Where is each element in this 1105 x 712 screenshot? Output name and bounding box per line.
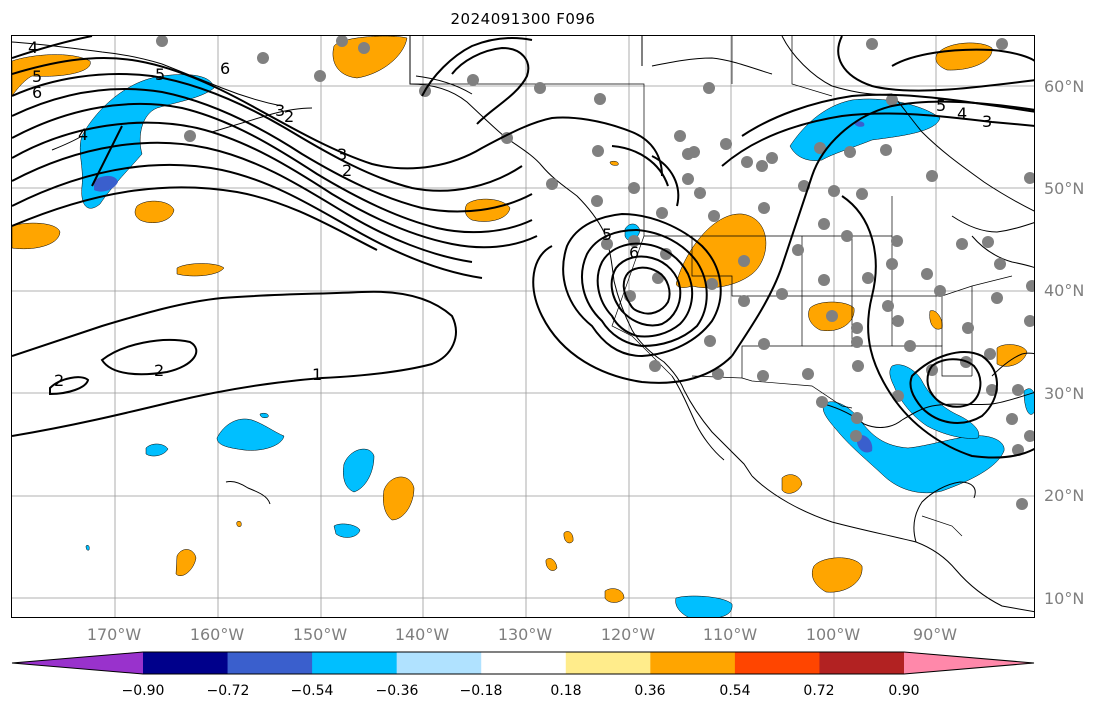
colorbar-tick: −0.36 — [375, 683, 419, 699]
lat-label-30n: 30°N — [1044, 384, 1085, 403]
colorbar-swatch — [312, 652, 398, 674]
contour-label: 4 — [78, 125, 88, 144]
contour-label: 1 — [312, 365, 322, 384]
contour-label: 4 — [957, 104, 967, 123]
map-canvas: 4 5 6 6 5 4 3 2 3 2 1 2 2 5 6 5 4 3 — [12, 36, 1034, 617]
contour-label: 2 — [342, 161, 352, 180]
colorbar-tick: −0.54 — [290, 683, 334, 699]
contour-lines — [12, 36, 1034, 459]
contour-label: 3 — [337, 145, 347, 164]
contour-label: 2 — [154, 361, 164, 380]
lat-label-40n: 40°N — [1044, 281, 1085, 300]
contour-label: 3 — [275, 101, 285, 120]
contour-label: 6 — [32, 83, 42, 102]
lon-label-90w: 90°W — [912, 625, 958, 644]
political-borders — [410, 36, 1013, 537]
colorbar-swatch — [143, 652, 229, 674]
colorbar-tick: 0.18 — [550, 683, 582, 699]
lon-label-110w: 110°W — [702, 625, 758, 644]
colorbar-extend-min — [12, 652, 143, 674]
positive-anomaly-fills — [12, 36, 1028, 603]
contour-label: 6 — [220, 59, 230, 78]
negative-anomaly-fills — [79, 74, 1034, 617]
map-title: 2024091300 F096 — [450, 10, 596, 28]
lon-label-120w: 120°W — [600, 625, 656, 644]
contour-label: 5 — [155, 65, 165, 84]
contour-label: 4 — [28, 38, 38, 57]
lon-label-170w: 170°W — [86, 625, 142, 644]
lat-label-10n: 10°N — [1044, 589, 1085, 608]
contour-label: 5 — [936, 96, 946, 115]
colorbar — [11, 651, 1035, 675]
station-markers — [156, 36, 1034, 510]
map-panel: 4 5 6 6 5 4 3 2 3 2 1 2 2 5 6 5 4 3 — [11, 35, 1035, 618]
lon-label-140w: 140°W — [394, 625, 450, 644]
colorbar-tick: −0.18 — [459, 683, 503, 699]
lon-label-130w: 130°W — [497, 625, 553, 644]
lat-label-60n: 60°N — [1044, 77, 1085, 96]
colorbar-outline — [11, 651, 1035, 675]
lat-label-50n: 50°N — [1044, 179, 1085, 198]
coastlines — [12, 36, 1034, 613]
colorbar-tick: 0.72 — [803, 683, 835, 699]
colorbar-swatch — [650, 652, 736, 674]
colorbar-swatch — [734, 652, 820, 674]
colorbar-tick: −0.90 — [121, 683, 165, 699]
contour-label: 2 — [284, 107, 294, 126]
colorbar-tick: 0.90 — [888, 683, 920, 699]
colorbar-tick: 0.36 — [634, 683, 666, 699]
contour-labels: 4 5 6 6 5 4 3 2 3 2 1 2 2 5 6 5 4 3 — [28, 38, 992, 390]
colorbar-swatch — [819, 652, 905, 674]
colorbar-extend-max — [904, 652, 1034, 674]
colorbar-swatch — [481, 652, 567, 674]
lon-label-150w: 150°W — [292, 625, 348, 644]
colorbar-swatch — [565, 652, 651, 674]
contour-label: 5 — [602, 225, 612, 244]
lat-label-20n: 20°N — [1044, 486, 1085, 505]
contour-label: 6 — [629, 243, 639, 262]
contour-label: 2 — [54, 371, 64, 390]
colorbar-tick: −0.72 — [206, 683, 250, 699]
colorbar-swatch — [396, 652, 482, 674]
lon-label-160w: 160°W — [189, 625, 245, 644]
contour-label: 3 — [982, 112, 992, 131]
lon-label-100w: 100°W — [805, 625, 861, 644]
colorbar-tick: 0.54 — [719, 683, 751, 699]
contour-label: 5 — [32, 67, 42, 86]
colorbar-swatch — [227, 652, 313, 674]
